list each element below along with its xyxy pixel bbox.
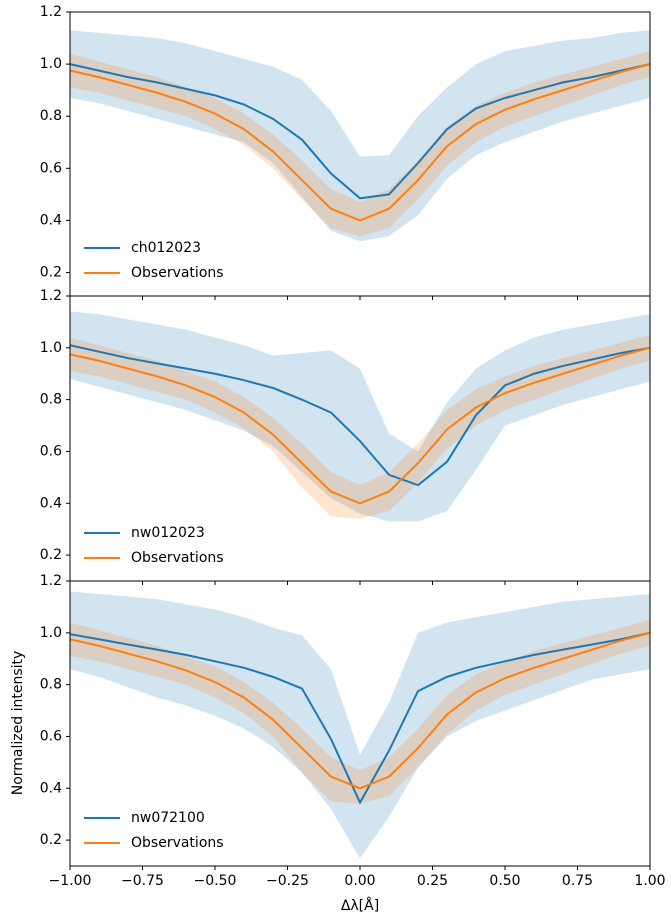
band [70, 619, 650, 804]
line [69, 631, 651, 790]
y-tick-label: 0.8 [40, 108, 62, 124]
band [70, 334, 650, 519]
y-tick-label: 0.8 [40, 392, 62, 408]
legend-label: Observations [131, 835, 224, 851]
legend-label: nw072100 [131, 810, 205, 826]
line [69, 63, 651, 222]
y-tick-label: 1.0 [40, 340, 62, 356]
line [69, 631, 651, 805]
y-tick-label: 0.2 [40, 832, 62, 848]
x-tick-label: 0.50 [489, 873, 520, 889]
y-tick-label: 1.2 [40, 288, 62, 304]
x-tick-label: 1.00 [634, 873, 665, 889]
y-tick-label: 0.4 [40, 212, 62, 228]
y-tick-label: 1.0 [40, 625, 62, 641]
band [70, 51, 650, 237]
x-tick-label: 0.00 [344, 873, 375, 889]
line [69, 63, 651, 200]
x-tick-label: −0.75 [121, 873, 164, 889]
y-tick-label: 0.6 [40, 160, 62, 176]
y-tick-label: 0.6 [40, 443, 62, 459]
band [70, 30, 650, 242]
y-tick-label: 0.4 [40, 495, 62, 511]
y-axis-label: Normalized intensity [10, 651, 26, 796]
band [70, 311, 650, 522]
x-tick-label: 0.25 [417, 873, 448, 889]
y-tick-label: 1.0 [40, 56, 62, 72]
y-tick-label: 0.6 [40, 728, 62, 744]
y-tick-label: 0.2 [40, 265, 62, 281]
x-tick-label: −1.00 [49, 873, 92, 889]
x-tick-label: −0.50 [194, 873, 237, 889]
legend-label: Observations [131, 265, 224, 281]
x-axis-label: Δλ[Å] [341, 897, 379, 914]
legend-label: ch012023 [131, 240, 201, 256]
y-tick-label: 1.2 [40, 4, 62, 20]
y-tick-label: 0.4 [40, 780, 62, 796]
line [69, 344, 651, 487]
x-tick-label: 0.75 [562, 873, 593, 889]
y-tick-label: 0.2 [40, 547, 62, 563]
x-tick-label: −0.25 [266, 873, 309, 889]
y-tick-label: 1.2 [40, 573, 62, 589]
line [69, 346, 651, 505]
y-tick-label: 0.8 [40, 677, 62, 693]
legend-label: nw012023 [131, 525, 205, 541]
band [70, 591, 650, 859]
legend-label: Observations [131, 550, 224, 566]
